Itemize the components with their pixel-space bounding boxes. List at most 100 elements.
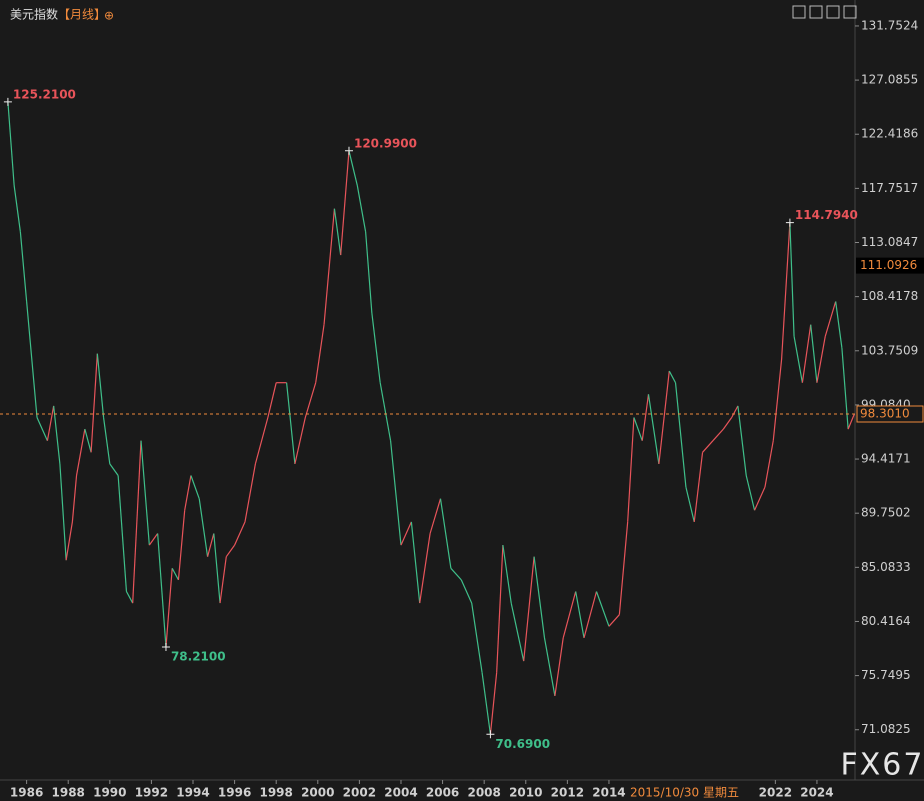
x-tick-label: 1990 <box>93 786 126 800</box>
price-segment <box>75 428 86 476</box>
price-segment <box>26 301 38 418</box>
price-segment <box>702 440 714 453</box>
price-segment <box>46 405 55 441</box>
price-segment <box>53 405 61 464</box>
tool-button[interactable] <box>826 5 840 19</box>
price-segment <box>627 417 635 522</box>
price-segment <box>171 568 179 581</box>
price-segment <box>731 405 739 418</box>
price-segment <box>148 533 159 546</box>
price-segment <box>84 428 92 453</box>
price-segment <box>165 568 173 648</box>
price-segment <box>13 185 21 232</box>
extreme-label: 114.7940 <box>795 208 858 222</box>
price-segment <box>198 498 209 557</box>
x-tick-label: 2024 <box>800 786 833 800</box>
price-segment <box>340 150 350 256</box>
price-segment <box>254 417 269 465</box>
price-segment <box>389 440 402 546</box>
toolbar <box>792 5 857 19</box>
price-segment <box>157 533 167 648</box>
y-tick-label: 108.4178 <box>861 289 918 303</box>
y-tick-label: 89.7502 <box>861 506 911 520</box>
price-segment <box>102 417 111 464</box>
price-segment <box>810 324 818 383</box>
price-segment <box>764 440 774 488</box>
price-segment <box>618 521 629 615</box>
price-segment <box>410 521 421 604</box>
tool-button[interactable] <box>843 5 857 19</box>
y-tick-label: 71.0825 <box>861 722 911 736</box>
price-segment <box>96 353 105 418</box>
price-segment <box>371 313 381 383</box>
price-segment <box>824 301 837 337</box>
y-tick-label: 117.7517 <box>861 181 918 195</box>
price-segment <box>450 567 462 581</box>
x-tick-label: 1992 <box>135 786 168 800</box>
extreme-marker <box>344 146 353 155</box>
price-segment <box>71 475 78 522</box>
price-segment <box>674 382 687 488</box>
price-segment <box>356 185 367 232</box>
price-segment <box>65 521 73 561</box>
price-segment <box>641 394 650 441</box>
price-segment <box>658 371 670 464</box>
y-tick-label: 113.0847 <box>861 235 918 249</box>
current-price-label: 98.3010 <box>860 407 910 421</box>
tool-button[interactable] <box>792 5 806 19</box>
price-segment <box>225 544 236 558</box>
price-segment <box>177 510 186 580</box>
price-segment <box>125 591 134 604</box>
price-segment <box>737 405 747 476</box>
price-segment <box>668 370 677 383</box>
price-segment <box>693 452 704 522</box>
extreme-label: 125.2100 <box>13 87 76 101</box>
extreme-label: 70.6900 <box>495 737 550 751</box>
y-tick-label: 94.4171 <box>861 452 911 466</box>
price-segment <box>213 533 221 604</box>
price-segment <box>90 353 98 453</box>
price-segment <box>481 672 492 735</box>
price-segment <box>685 486 695 523</box>
cursor-value-label: 111.0926 <box>860 258 917 272</box>
cursor-value-box <box>856 257 924 274</box>
y-tick-label: 127.0855 <box>861 73 918 87</box>
price-segment <box>140 440 150 546</box>
x-tick-label: 1988 <box>52 786 85 800</box>
price-segment <box>132 440 142 604</box>
extreme-marker <box>161 643 170 652</box>
price-segment <box>816 336 826 383</box>
x-tick-label: 1994 <box>176 786 209 800</box>
chart-title: 美元指数 <box>10 7 58 22</box>
x-tick-label: 2006 <box>426 786 459 800</box>
cursor-date-box <box>628 784 740 800</box>
current-price-box <box>856 405 924 423</box>
extreme-marker <box>3 97 12 106</box>
price-segment <box>489 672 498 735</box>
price-segment <box>510 602 525 662</box>
x-tick-label: 2000 <box>301 786 334 800</box>
price-segment <box>244 463 256 523</box>
price-segment <box>365 231 373 314</box>
price-segment <box>234 521 246 546</box>
x-tick-label: 2010 <box>509 786 542 800</box>
y-tick-label: 103.7509 <box>861 343 918 357</box>
price-segment <box>333 208 342 256</box>
tool-button[interactable] <box>809 5 823 19</box>
price-segment <box>753 486 766 511</box>
x-tick-label: 1996 <box>218 786 251 800</box>
price-segment <box>847 413 855 430</box>
price-segment <box>562 591 577 639</box>
price-segment <box>471 603 483 673</box>
price-segment <box>109 463 119 476</box>
price-segment <box>117 475 128 592</box>
add-icon[interactable]: ⊕ <box>104 9 114 23</box>
price-segment <box>190 475 200 499</box>
x-tick-label: 2012 <box>551 786 584 800</box>
extreme-marker <box>785 218 794 227</box>
price-segment <box>745 475 756 511</box>
price-segment <box>7 101 15 186</box>
extreme-label: 78.2100 <box>171 650 226 664</box>
